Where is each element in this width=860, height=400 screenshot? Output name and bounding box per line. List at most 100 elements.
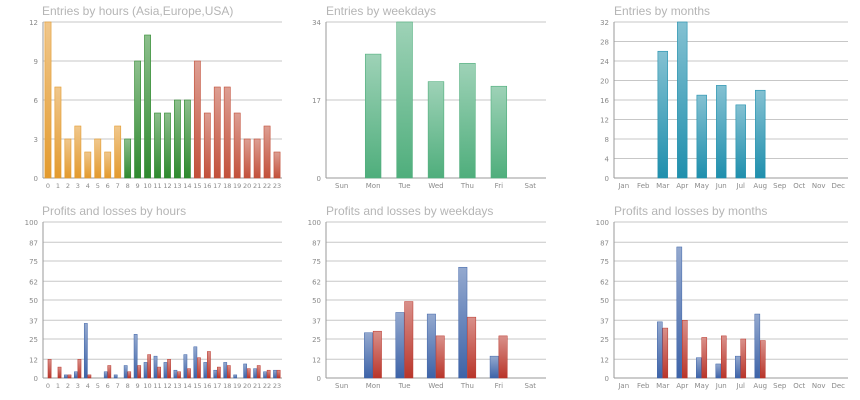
- x-tick-label: May: [695, 182, 709, 190]
- x-tick-label: Sep: [773, 182, 787, 190]
- bar-series0-18: [223, 362, 228, 379]
- x-tick-label: Mar: [656, 382, 669, 390]
- x-tick-label: 22: [263, 382, 271, 390]
- x-tick-label: 3: [76, 182, 80, 190]
- bar-series1-1: [57, 366, 62, 379]
- x-tick-label: Sep: [773, 382, 787, 390]
- bar-series0-May: [696, 357, 702, 379]
- bar-3: [74, 125, 82, 179]
- x-tick-label: Sat: [525, 382, 537, 390]
- bar-Fri: [490, 85, 508, 179]
- y-tick-label: 12: [29, 19, 38, 27]
- x-tick-label: 5: [96, 382, 100, 390]
- bar-21: [253, 138, 261, 179]
- y-tick-label: 75: [312, 258, 321, 266]
- x-tick-label: 10: [143, 382, 151, 390]
- y-tick-label: 25: [600, 336, 609, 344]
- bar-series1-Tue: [404, 301, 414, 379]
- y-tick-label: 100: [596, 219, 609, 227]
- x-tick-label: 16: [203, 382, 211, 390]
- bar-series0-13: [173, 369, 178, 379]
- bar-series1-8: [127, 371, 132, 379]
- x-tick-label: Fri: [495, 182, 503, 190]
- x-tick-label: 13: [173, 382, 181, 390]
- x-tick-label: Aug: [753, 382, 767, 390]
- x-tick-label: Thu: [460, 382, 474, 390]
- bar-series1-23: [276, 369, 281, 379]
- x-tick-label: 1: [56, 382, 60, 390]
- bar-series0-21: [253, 368, 257, 379]
- bar-14: [184, 99, 191, 179]
- y-tick-label: 37: [29, 317, 38, 325]
- bar-7: [114, 125, 122, 179]
- x-tick-label: 19: [233, 182, 241, 190]
- x-tick-label: Mon: [366, 382, 381, 390]
- y-tick-label: 9: [34, 58, 38, 66]
- bar-series1-9: [137, 365, 142, 379]
- chart-panel-pl-by-hours: Profits and losses by hours 0 12 25 37 50 62 7…: [0, 200, 290, 400]
- x-tick-label: 11: [153, 382, 161, 390]
- x-tick-label: 22: [263, 182, 271, 190]
- x-tick-label: Jan: [617, 182, 629, 190]
- y-tick-label: 34: [312, 19, 321, 27]
- chart-title: Entries by months: [614, 4, 711, 18]
- x-tick-label: Wed: [428, 182, 443, 190]
- y-tick-label: 28: [600, 39, 609, 47]
- x-tick-label: Jan: [617, 382, 629, 390]
- bar-Aug: [755, 89, 766, 179]
- bar-12: [164, 112, 171, 179]
- bar-Jun: [716, 85, 727, 179]
- chart-title: Profits and losses by months: [614, 204, 768, 218]
- x-tick-label: Fri: [495, 382, 503, 390]
- bar-series0-Jul: [735, 355, 741, 379]
- bar-series1-3: [77, 359, 82, 379]
- bar-16: [203, 112, 211, 179]
- x-tick-label: Apr: [676, 382, 688, 390]
- bar-2: [64, 138, 72, 179]
- bar-series0-15: [193, 346, 198, 379]
- x-tick-label: 13: [173, 182, 181, 190]
- y-tick-label: 32: [600, 19, 609, 27]
- chart-entries-by-months: 0 4 8 12 16 20 24 28 32 Jan Feb Mar Apr May Jun Jul Aug S…: [600, 19, 848, 190]
- x-tick-label: 14: [183, 182, 191, 190]
- y-tick-label: 0: [317, 175, 321, 183]
- bar-series0-Jun: [715, 363, 722, 379]
- x-tick-label: Jun: [715, 382, 727, 390]
- bar-10: [144, 34, 151, 179]
- x-tick-label: Sat: [525, 182, 537, 190]
- y-tick-label: 24: [600, 58, 609, 66]
- bar-9: [134, 60, 141, 179]
- x-tick-label: Thu: [460, 182, 474, 190]
- bar-Tue: [396, 21, 413, 179]
- y-tick-label: 37: [600, 317, 609, 325]
- x-tick-label: 9: [136, 382, 140, 390]
- bar-series1-May: [701, 337, 708, 379]
- x-tick-label: 18: [223, 382, 231, 390]
- bar-Wed: [427, 81, 445, 179]
- chart-pl-by-weekdays: 0 12 25 37 50 62 75 87 100 Sun Mon Tue Wed Thu Fri Sat: [308, 219, 546, 390]
- bar-series0-Tue: [395, 312, 405, 379]
- chart-panel-entries-by-weekdays: Entries by weekdays 0 17 34 Sun Mon Tue Wed Thu…: [290, 0, 580, 200]
- bar-13: [174, 99, 181, 179]
- y-tick-label: 16: [600, 97, 609, 105]
- bar-18: [223, 86, 231, 179]
- bar-series1-12: [167, 359, 171, 379]
- y-tick-label: 17: [312, 97, 321, 105]
- x-tick-label: 3: [76, 382, 80, 390]
- bar-series1-16: [207, 351, 211, 379]
- x-tick-label: Mar: [656, 182, 669, 190]
- chart-panel-pl-by-months: Profits and losses by months 0 12 25 37 50 62…: [570, 200, 860, 400]
- x-tick-label: 8: [126, 382, 130, 390]
- bar-series1-17: [217, 366, 221, 379]
- bar-series1-Aug: [760, 340, 766, 379]
- bar-series1-11: [157, 366, 161, 379]
- bar-series1-15: [197, 357, 201, 379]
- x-tick-label: 23: [273, 182, 281, 190]
- chart-pl-by-months: 0 12 25 37 50 62 75 87 100 Jan Feb Mar Apr May Jun Jul A…: [596, 219, 848, 390]
- x-tick-label: 19: [233, 382, 241, 390]
- x-tick-label: Feb: [637, 382, 650, 390]
- chart-panel-pl-by-weekdays: Profits and losses by weekdays 0 12 25 37 50…: [290, 200, 580, 400]
- x-tick-label: 12: [163, 182, 171, 190]
- bar-5: [94, 138, 102, 179]
